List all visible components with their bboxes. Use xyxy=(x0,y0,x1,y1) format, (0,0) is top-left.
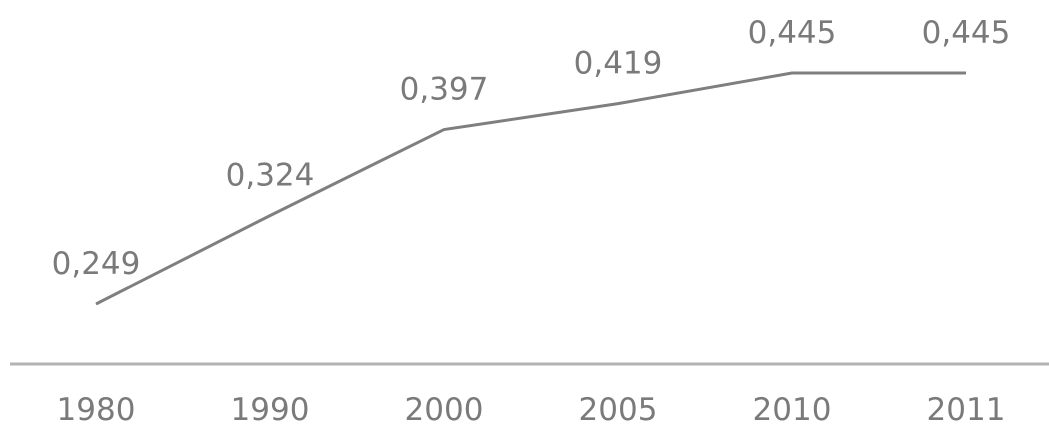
data-label-1980: 0,249 xyxy=(52,246,141,282)
x-tick-label-2011: 2011 xyxy=(927,392,1006,427)
data-label-1990: 0,324 xyxy=(226,158,315,194)
data-label-2011: 0,445 xyxy=(922,15,1011,51)
x-tick-label-1990: 1990 xyxy=(231,392,310,427)
data-label-2005: 0,419 xyxy=(574,46,663,82)
x-tick-label-2000: 2000 xyxy=(405,392,484,427)
series-line xyxy=(95,71,966,306)
series-group xyxy=(95,71,966,306)
x-tick-label-2010: 2010 xyxy=(753,392,832,427)
data-label-2010: 0,445 xyxy=(748,15,837,51)
data-label-2000: 0,397 xyxy=(400,72,489,108)
data-labels: 0,249 0,324 0,397 0,419 0,445 0,445 xyxy=(52,15,1011,282)
x-tick-labels: 1980 1990 2000 2005 2010 2011 xyxy=(57,392,1006,427)
x-tick-label-1980: 1980 xyxy=(57,392,136,427)
x-tick-label-2005: 2005 xyxy=(579,392,658,427)
